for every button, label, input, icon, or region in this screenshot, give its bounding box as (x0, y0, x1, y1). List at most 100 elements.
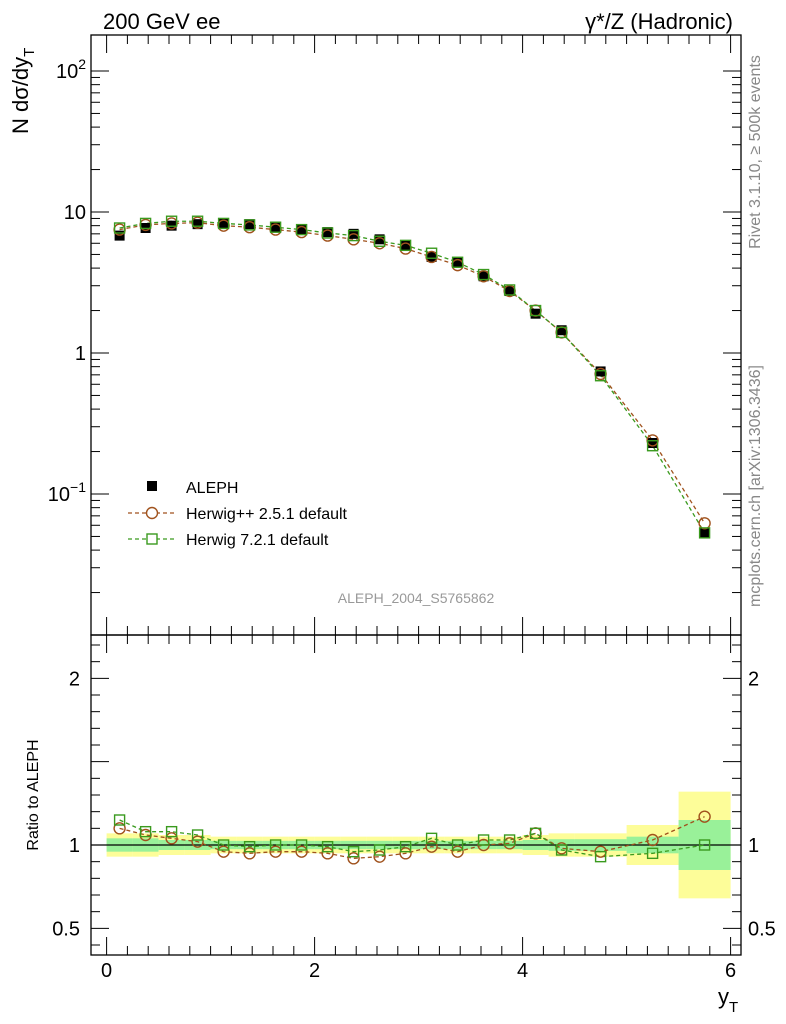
main-point-herwig7 (373, 235, 386, 247)
main-line-herwigpp (119, 222, 706, 524)
ratio-y-axis-label: Ratio to ALEPH (25, 739, 42, 850)
ratio-y-tick-label: 0.5 (52, 918, 80, 940)
legend: ALEPH Herwig++ 2.5.1 default Herwig 7.2.… (128, 480, 348, 549)
main-point-herwig7 (399, 239, 412, 252)
legend-marker-herwig7 (146, 533, 158, 545)
x-tick-label: 6 (725, 960, 736, 982)
ratio-y-tick-label-right: 1 (748, 835, 759, 857)
analysis-watermark: ALEPH_2004_S5765862 (338, 590, 495, 606)
main-y-axis-label: N dσ/dyT (8, 48, 38, 134)
main-point-aleph (556, 325, 567, 336)
ratio-y-tick-label-right: 2 (748, 668, 759, 690)
main-point-aleph (322, 227, 333, 238)
main-point-herwig7 (243, 219, 256, 231)
ratio-point-herwigpp (321, 847, 334, 860)
main-point-aleph (296, 224, 307, 235)
main-y-tick-label: 10−1 (48, 479, 86, 506)
ratio-point-herwig7 (477, 834, 490, 846)
main-point-herwig7 (217, 217, 230, 230)
x-tick-label: 4 (517, 960, 528, 982)
ratio-point-herwigpp (451, 845, 464, 858)
main-point-herwig7 (477, 268, 490, 281)
main-point-herwig7 (295, 223, 308, 236)
ratio-point-herwigpp (399, 847, 412, 860)
main-point-aleph (244, 219, 255, 230)
ratio-panel-frame (90, 634, 742, 956)
ratio-point-herwig7 (165, 825, 178, 838)
main-point-aleph (452, 257, 463, 268)
ratio-point-herwig7 (503, 834, 516, 846)
x-tick-label: 0 (101, 960, 112, 982)
ratio-point-herwig7 (295, 839, 308, 851)
axis-ticks (91, 35, 741, 955)
main-point-herwig7 (555, 326, 568, 339)
ratio-point-herwigpp (113, 822, 126, 835)
main-point-herwig7 (347, 229, 360, 242)
main-point-herwig7 (646, 440, 659, 452)
main-point-herwigpp (698, 517, 711, 530)
main-point-herwig7 (139, 217, 152, 230)
main-point-herwig7 (529, 304, 542, 317)
ratio-point-herwig7 (594, 850, 607, 863)
side-label-bottom: mcplots.cern.ch [arXiv:1306.3436] (747, 365, 764, 607)
main-point-aleph (374, 234, 385, 245)
main-point-aleph (270, 222, 281, 233)
ratio-y-tick-label: 1 (69, 835, 80, 857)
main-point-herwig7 (503, 284, 516, 296)
ratio-point-herwig7 (139, 825, 152, 838)
main-point-aleph (504, 286, 515, 297)
main-point-aleph (192, 219, 203, 230)
main-point-aleph (699, 527, 710, 538)
ratio-point-herwigpp (243, 847, 256, 860)
main-point-herwig7 (698, 527, 711, 539)
ratio-point-herwigpp (646, 833, 659, 847)
main-point-aleph (647, 437, 658, 448)
ratio-point-herwig7 (269, 839, 282, 851)
legend-label-herwigpp: Herwig++ 2.5.1 default (186, 506, 348, 523)
series-markers (113, 215, 711, 865)
ratio-point-herwig7 (191, 829, 204, 841)
main-point-herwig7 (165, 215, 178, 227)
left-title: 200 GeV ee (103, 9, 220, 34)
ratio-point-herwig7 (529, 827, 542, 840)
main-point-herwig7 (451, 256, 464, 268)
main-point-herwig7 (269, 221, 282, 233)
legend-marker-herwigpp (145, 506, 159, 520)
legend-label-aleph: ALEPH (186, 480, 238, 497)
ratio-point-herwigpp (295, 845, 308, 858)
main-point-herwig7 (191, 215, 204, 227)
ratio-point-herwigpp (425, 840, 438, 853)
ratio-point-herwigpp (217, 845, 230, 858)
ratio-point-herwig7 (321, 840, 334, 853)
main-point-aleph (595, 366, 606, 377)
main-point-aleph (218, 218, 229, 229)
main-point-herwig7 (425, 247, 438, 259)
ratio-line-herwigpp (119, 816, 705, 859)
ratio-point-herwig7 (399, 840, 412, 853)
side-label-top: Rivet 3.1.10, ≥ 500k events (747, 55, 764, 249)
main-point-herwig7 (594, 370, 607, 382)
ratio-point-herwigpp (347, 852, 360, 865)
ratio-y-tick-label: 2 (69, 668, 80, 690)
ratio-point-herwigpp (269, 845, 282, 858)
ratio-point-herwig7 (425, 832, 438, 845)
ratio-point-herwig7 (217, 839, 230, 851)
ratio-point-herwig7 (451, 839, 464, 851)
main-y-tick-label: 1 (75, 343, 86, 365)
ratio-point-herwigpp (165, 832, 178, 845)
ratio-point-herwig7 (113, 814, 126, 826)
ratio-uncertainty-bands (91, 791, 741, 899)
x-tick-label: 2 (309, 960, 320, 982)
ratio-y-tick-label-right: 0.5 (748, 918, 776, 940)
ratio-point-herwig7 (646, 847, 659, 860)
ratio-point-herwigpp (373, 850, 386, 863)
ratio-point-herwig7 (698, 839, 711, 851)
ratio-point-herwig7 (243, 840, 256, 853)
main-point-aleph (478, 271, 489, 282)
ratio-point-herwigpp (698, 810, 711, 823)
main-point-herwig7 (113, 222, 126, 234)
ratio-point-herwig7 (555, 844, 568, 856)
legend-marker-aleph (147, 481, 157, 491)
ratio-point-herwig7 (347, 845, 360, 858)
